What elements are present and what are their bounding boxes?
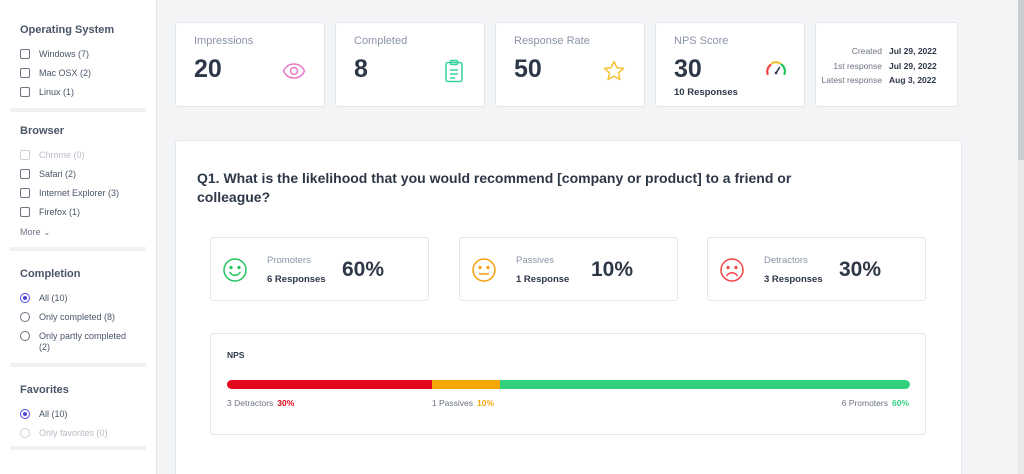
filter-group-operating-system: Operating System Windows (7) Mac OSX (2)… — [0, 0, 156, 97]
eye-icon — [282, 63, 306, 79]
segment-name: Passives — [516, 255, 555, 266]
gauge-icon — [766, 61, 787, 76]
created-row: Created Jul 29, 2022 — [851, 46, 937, 56]
checkbox — [20, 150, 30, 160]
filter-group-browser: Browser Chrome (0) Safari (2) Internet E… — [0, 112, 156, 237]
stat-value: 30 — [674, 55, 702, 83]
radio-button[interactable] — [20, 331, 30, 341]
neutral-face-icon — [472, 258, 496, 282]
detractors-card: Detractors 3 Responses 30% — [707, 237, 926, 301]
filter-option-safari[interactable]: Safari (2) — [20, 169, 136, 179]
filter-group-title: Favorites — [20, 384, 69, 396]
segment-responses: 6 Responses — [267, 274, 326, 285]
filter-group-favorites: Favorites All (10) Only favorites (0) — [0, 367, 156, 438]
segment-name: Detractors — [764, 255, 808, 266]
more-link[interactable]: More ⌄ — [20, 227, 51, 237]
checkbox[interactable] — [20, 87, 30, 97]
scrollbar-thumb[interactable] — [1018, 0, 1024, 160]
divider — [10, 247, 146, 251]
filter-option-completion-all[interactable]: All (10) — [20, 293, 136, 303]
filter-option-only-favorites: Only favorites (0) — [20, 428, 136, 438]
frown-icon — [720, 258, 744, 282]
question-panel: Q1. What is the likelihood that you woul… — [175, 140, 962, 474]
segment-percent: 10% — [591, 258, 634, 281]
radio-button — [20, 428, 30, 438]
filter-option-linux[interactable]: Linux (1) — [20, 87, 136, 97]
stat-label: NPS Score — [674, 35, 729, 47]
filter-sidebar: Operating System Windows (7) Mac OSX (2)… — [0, 0, 157, 474]
nps-responses: 10 Responses — [674, 87, 738, 98]
segment-responses: 1 Response — [516, 274, 570, 285]
filter-option-only-completed[interactable]: Only completed (8) — [20, 312, 136, 322]
passives-card: Passives 1 Response 10% — [459, 237, 678, 301]
nps-bar-passives — [431, 380, 501, 389]
filter-option-firefox[interactable]: Firefox (1) — [20, 207, 136, 217]
nps-bar-card: NPS 3 Detractors 30% 1 Passives 10% 6 Prom… — [210, 333, 926, 435]
filter-group-title: Operating System — [20, 24, 115, 36]
filter-option-mac-osx[interactable]: Mac OSX (2) — [20, 68, 136, 78]
nps-score-card: NPS Score 30 10 Responses — [655, 22, 805, 107]
scrollbar-track[interactable] — [1018, 0, 1024, 474]
checkbox[interactable] — [20, 207, 30, 217]
stat-value: 8 — [354, 55, 368, 83]
divider — [10, 363, 146, 367]
segment-percent: 60% — [342, 258, 385, 281]
response-rate-card: Response Rate 50 — [495, 22, 645, 107]
dates-card: Created Jul 29, 2022 1st response Jul 29, … — [815, 22, 958, 107]
clipboard-icon — [445, 59, 463, 83]
question-title: Q1. What is the likelihood that you woul… — [197, 170, 792, 205]
nps-bar-detractors — [227, 380, 432, 389]
smile-icon — [223, 258, 247, 282]
filter-group-title: Browser — [20, 125, 65, 137]
divider — [10, 108, 146, 112]
segment-responses: 3 Responses — [764, 274, 823, 285]
divider — [10, 446, 146, 450]
segment-percent: 30% — [839, 258, 882, 281]
filter-group-completion: Completion All (10) Only completed (8) O… — [0, 251, 156, 353]
impressions-card: Impressions 20 — [175, 22, 325, 107]
nps-stacked-bar — [227, 380, 910, 389]
radio-button[interactable] — [20, 409, 30, 419]
nps-bar-promoters — [500, 380, 910, 389]
stat-label: Impressions — [194, 35, 254, 47]
completed-card: Completed 8 — [335, 22, 485, 107]
latest-response-row: Latest response Aug 3, 2022 — [821, 75, 937, 85]
radio-button[interactable] — [20, 293, 30, 303]
segment-name: Promoters — [267, 255, 311, 266]
stat-value: 50 — [514, 55, 542, 83]
checkbox[interactable] — [20, 169, 30, 179]
stat-label: Completed — [354, 35, 408, 47]
nps-label-promoters: 6 Promoters 60% — [841, 398, 909, 408]
nps-label-passives: 1 Passives 10% — [431, 398, 495, 408]
first-response-row: 1st response Jul 29, 2022 — [833, 61, 937, 71]
checkbox[interactable] — [20, 68, 30, 78]
filter-option-windows[interactable]: Windows (7) — [20, 49, 136, 59]
stat-value: 20 — [194, 55, 222, 83]
nps-bar-title: NPS — [227, 350, 245, 360]
promoters-card: Promoters 6 Responses 60% — [210, 237, 429, 301]
filter-option-only-partly-completed[interactable]: Only partly completed (2) — [20, 331, 136, 353]
filter-group-title: Completion — [20, 268, 81, 280]
filter-option-favorites-all[interactable]: All (10) — [20, 409, 136, 419]
filter-option-internet-explorer[interactable]: Internet Explorer (3) — [20, 188, 136, 198]
chevron-down-icon: ⌄ — [43, 227, 51, 237]
star-icon — [603, 60, 625, 81]
radio-button[interactable] — [20, 312, 30, 322]
checkbox[interactable] — [20, 188, 30, 198]
filter-option-chrome: Chrome (0) — [20, 150, 136, 160]
checkbox[interactable] — [20, 49, 30, 59]
stat-label: Response Rate — [514, 35, 590, 47]
nps-label-detractors: 3 Detractors 30% — [227, 398, 295, 408]
